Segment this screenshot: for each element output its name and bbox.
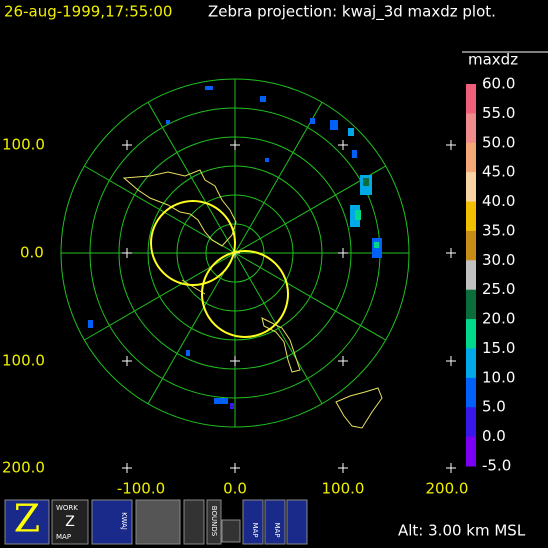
colorbar-label: 45.0	[482, 163, 515, 181]
cross	[338, 140, 348, 150]
cross	[122, 248, 132, 258]
colorbar-label: 15.0	[482, 339, 515, 357]
grid-button[interactable]	[221, 519, 241, 543]
colorbar-segment	[466, 289, 476, 320]
ring-button[interactable]	[183, 499, 205, 545]
map-button[interactable]	[242, 499, 264, 545]
button-label: MAP	[56, 533, 71, 541]
colorbar-segment	[466, 113, 476, 144]
colorbar-label: 10.0	[482, 368, 515, 386]
cross	[122, 140, 132, 150]
colorbar-segment	[466, 84, 476, 114]
colorbar-segment	[466, 377, 476, 408]
cross	[338, 356, 348, 366]
x-label: 0.0	[223, 480, 247, 498]
colorbar-label: -5.0	[482, 457, 511, 475]
colorbar-label: 40.0	[482, 192, 515, 210]
button-label: MAP	[273, 522, 281, 537]
work-map-button[interactable]	[51, 499, 89, 545]
cross	[446, 356, 456, 366]
colorbar-label: 20.0	[482, 310, 515, 328]
kwaj-button[interactable]	[91, 499, 133, 545]
cross	[446, 463, 456, 473]
colorbar-label: 60.0	[482, 75, 515, 93]
colorbar-title: maxdz	[468, 51, 518, 69]
colorbar-label: 25.0	[482, 280, 515, 298]
overlay-button[interactable]	[286, 499, 308, 545]
colorbar-segment	[466, 201, 476, 232]
cross	[122, 356, 132, 366]
x-label: -100.0	[117, 480, 165, 498]
radar-button[interactable]	[135, 499, 181, 545]
x-label: 100.0	[322, 480, 365, 498]
button-label: KWAJ	[120, 512, 128, 530]
colorbar-label: 55.0	[482, 104, 515, 122]
cross	[446, 248, 456, 258]
colorbar-segment	[466, 348, 476, 379]
cross	[446, 140, 456, 150]
toolbar: Z WORK Z MAP KWAJ BOUNDS MAP MAP	[4, 497, 308, 545]
colorbar-label: 30.0	[482, 251, 515, 269]
x-label: 200.0	[426, 480, 469, 498]
y-label: 0.0	[20, 244, 44, 262]
zebra-button[interactable]	[4, 499, 50, 545]
button-label: MAP	[251, 522, 259, 537]
y-label: 200.0	[2, 459, 45, 477]
button-label: BOUNDS	[210, 506, 218, 537]
cross	[230, 140, 240, 150]
echoes	[88, 86, 382, 409]
colorbar: 60.0 55.0 50.0 45.0 40.0 35.0 30.0 25.0 20.0 15.0…	[466, 75, 515, 475]
colorbar-segment	[466, 407, 476, 438]
colorbar-label: 50.0	[482, 133, 515, 151]
y-label: 100.0	[2, 352, 45, 370]
map-button[interactable]	[264, 499, 286, 545]
svg-text:Z: Z	[14, 497, 40, 541]
timestamp: 26-aug-1999,17:55:00	[4, 3, 172, 21]
colorbar-segment	[466, 142, 476, 173]
colorbar-segment	[466, 230, 476, 261]
colorbar-segment	[466, 319, 476, 349]
cross	[122, 463, 132, 473]
button-label: Z	[65, 514, 75, 530]
bounds-button[interactable]	[206, 499, 222, 545]
cross	[338, 463, 348, 473]
colorbar-segment	[466, 436, 476, 467]
cross	[338, 248, 348, 258]
y-label: 100.0	[2, 136, 45, 154]
colorbar-label: 35.0	[482, 221, 515, 239]
colorbar-label: 0.0	[482, 427, 506, 445]
range-circles	[150, 200, 289, 338]
colorbar-label: 5.0	[482, 398, 506, 416]
altitude: Alt: 3.00 km MSL	[398, 522, 526, 540]
cross	[230, 356, 240, 366]
colorbar-segment	[466, 172, 476, 203]
cross	[230, 463, 240, 473]
plot-title: Zebra projection: kwaj_3d maxdz plot.	[208, 3, 496, 22]
button-label: WORK	[56, 504, 78, 512]
colorbar-segment	[466, 260, 476, 291]
